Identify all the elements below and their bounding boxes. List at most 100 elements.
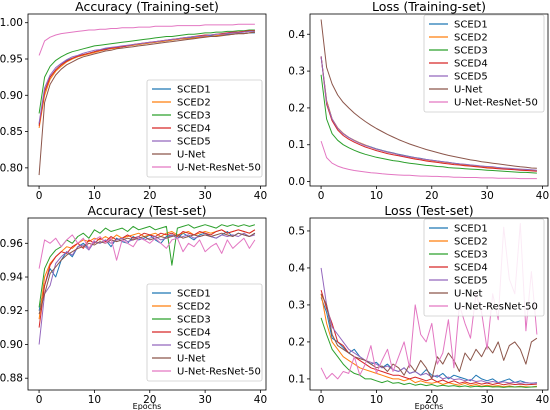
legend-label: SCED3 <box>177 111 211 122</box>
legend-label: SCED3 <box>454 250 488 261</box>
y-tick-label: 0.1 <box>288 373 305 385</box>
plot-frame <box>27 13 267 187</box>
series-line-u-net <box>38 232 256 315</box>
series-line-u-net-resnet-50 <box>320 140 537 180</box>
legend: SCED1 SCED2 SCED3 SCED4 SCED5 U-Net U-Net-ResN… <box>146 79 263 178</box>
legend-label: SCED4 <box>454 59 488 70</box>
y-tick-label: 0.88 <box>0 373 23 385</box>
x-tick-label: 10 <box>88 394 101 406</box>
legend-label: SCED2 <box>177 302 211 313</box>
y-tick-label: 0.0 <box>288 176 305 188</box>
y-tick-label: 0.96 <box>0 238 23 250</box>
legend-box <box>146 283 263 382</box>
y-tick-label: 0.1 <box>288 139 305 151</box>
legend: SCED1 SCED2 SCED3 SCED4 SCED5 U-Net U-Net-ResN… <box>423 14 545 113</box>
series-group <box>38 224 256 345</box>
legend-box <box>423 14 545 113</box>
chart-title: Accuracy (Test-set) <box>87 203 206 218</box>
legend-label: SCED2 <box>454 237 488 248</box>
legend-label: SCED3 <box>454 46 488 57</box>
legend-label: SCED1 <box>177 85 211 96</box>
series-line-u-net-resnet-50 <box>38 234 256 269</box>
legend-label: SCED2 <box>177 98 211 109</box>
plot-frame <box>27 217 267 391</box>
y-tick-label: 0.95 <box>0 53 23 65</box>
series-group <box>320 19 537 180</box>
legend-label: SCED4 <box>177 124 211 135</box>
x-axis-label: Epochs <box>133 402 162 410</box>
legend-label: U-Net-ResNet-50 <box>177 163 261 174</box>
y-tick-label: 0.90 <box>0 90 23 102</box>
x-tick-label: 30 <box>480 394 493 406</box>
y-tick-label: 0.4 <box>288 262 305 274</box>
x-tick-label: 30 <box>480 190 493 202</box>
chart-panel-2: Loss (Training-set) 0 10 20 30 40 0.0 0.1 0.2 0.3… <box>288 0 549 202</box>
x-tick-label: 0 <box>318 394 325 406</box>
x-tick-label: 10 <box>88 190 101 202</box>
chart-panel-4: Loss (Test-set) 0 10 20 30 40 0.1 0.2 0.3 0.4 0.5 E… <box>288 203 549 410</box>
legend-label: SCED5 <box>454 276 488 287</box>
y-tick-label: 0.90 <box>0 339 23 351</box>
plot-frame <box>309 13 549 187</box>
x-tick-label: 10 <box>370 394 383 406</box>
series-line-u-net <box>320 19 537 169</box>
series-group <box>38 23 255 176</box>
chart-title: Loss (Training-set) <box>372 0 486 14</box>
legend-label: SCED1 <box>454 20 488 31</box>
y-tick-label: 0.3 <box>288 66 305 78</box>
x-axis-label: Epochs <box>415 402 444 410</box>
series-line-sced5 <box>320 56 537 171</box>
legend-label: U-Net-ResNet-50 <box>177 367 261 378</box>
x-tick-label: 30 <box>198 190 211 202</box>
series-line-sced5 <box>38 232 256 345</box>
x-tick-label: 20 <box>425 394 438 406</box>
legend-label: SCED1 <box>454 224 488 235</box>
x-tick-label: 40 <box>254 394 267 406</box>
legend-label: SCED2 <box>454 33 488 44</box>
x-tick-label: 40 <box>536 394 549 406</box>
series-line-sced3 <box>38 29 255 114</box>
legend-label: SCED4 <box>454 263 488 274</box>
series-line-sced3 <box>320 74 537 174</box>
legend: SCED1 SCED2 SCED3 SCED4 SCED5 U-Net U-Net-ResN… <box>423 218 545 317</box>
x-tick-label: 20 <box>425 190 438 202</box>
legend-label: SCED5 <box>454 72 488 83</box>
chart-panel-3: Accuracy (Test-set) 0 10 20 30 40 0.88 0.90 0.92… <box>0 203 267 410</box>
y-tick-label: 0.3 <box>288 299 305 311</box>
legend-label: SCED5 <box>177 341 211 352</box>
chart-title: Loss (Test-set) <box>384 203 473 218</box>
legend: SCED1 SCED2 SCED3 SCED4 SCED5 U-Net U-Net-ResN… <box>146 283 263 382</box>
legend-label: SCED3 <box>177 315 211 326</box>
x-tick-label: 0 <box>318 190 325 202</box>
x-tick-label: 0 <box>36 394 43 406</box>
y-tick-label: 0.5 <box>288 225 305 237</box>
y-tick-label: 1.00 <box>0 17 23 29</box>
legend-label: U-Net-ResNet-50 <box>454 302 538 313</box>
y-tick-label: 0.4 <box>288 29 305 41</box>
chart-title: Accuracy (Training-set) <box>75 0 219 14</box>
y-tick-label: 0.85 <box>0 126 23 138</box>
legend-label: U-Net <box>177 150 206 161</box>
series-line-sced3 <box>320 317 537 388</box>
legend-label: U-Net-ResNet-50 <box>454 98 538 109</box>
series-line-u-net <box>38 31 255 176</box>
legend-label: U-Net <box>177 354 206 365</box>
series-line-sced4 <box>320 289 537 386</box>
y-tick-label: 0.2 <box>288 102 305 114</box>
legend-label: SCED5 <box>177 137 211 148</box>
series-line-sced5 <box>38 30 255 123</box>
series-line-sced2 <box>38 31 255 128</box>
legend-label: U-Net <box>454 85 483 96</box>
plot-frame <box>309 217 549 391</box>
x-tick-label: 30 <box>198 394 211 406</box>
x-tick-label: 40 <box>536 190 549 202</box>
x-tick-label: 10 <box>370 190 383 202</box>
legend-label: SCED4 <box>177 328 211 339</box>
x-tick-label: 20 <box>143 394 156 406</box>
series-line-u-net <box>320 293 538 380</box>
y-tick-label: 0.2 <box>288 336 305 348</box>
series-line-sced5 <box>320 267 537 384</box>
chart-panel-1: Accuracy (Training-set) 0 10 20 30 40 0.80 0.85… <box>0 0 267 202</box>
series-line-sced4 <box>320 56 537 172</box>
